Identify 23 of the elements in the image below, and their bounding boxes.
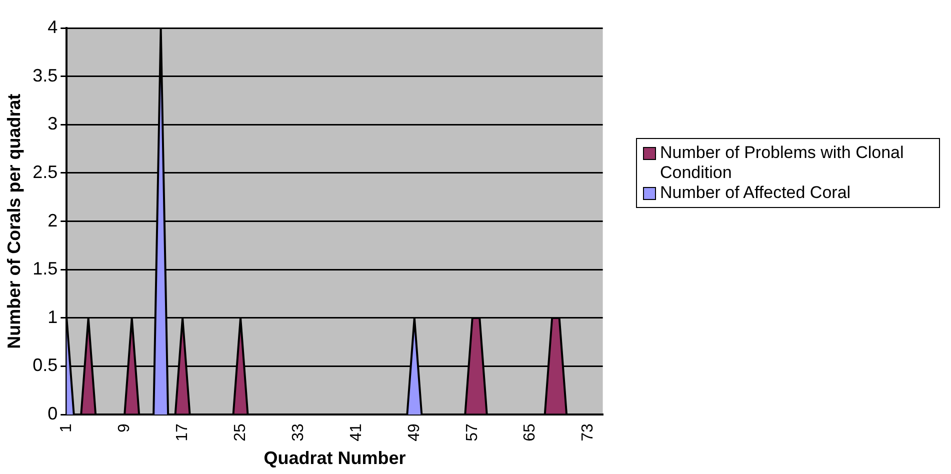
x-tick-label: 73 — [580, 424, 597, 442]
y-tick-label: 1 — [48, 306, 58, 327]
x-tick-label: 33 — [290, 424, 307, 442]
x-tick-label: 17 — [174, 424, 191, 442]
x-axis-title: Quadrat Number — [264, 448, 406, 468]
x-tick-label: 1 — [58, 424, 76, 433]
x-tick-label: 41 — [348, 424, 365, 442]
y-tick-label: 0 — [48, 404, 58, 424]
y-axis-title: Number of Corals per quadrat — [4, 94, 24, 349]
y-tick-label: 2 — [48, 210, 58, 230]
legend-label: Number of Problems with Clonal Condition — [660, 143, 905, 183]
y-tick-label: 0.5 — [32, 355, 58, 376]
y-tick-label: 3.5 — [32, 65, 58, 86]
y-tick-label: 2.5 — [32, 162, 58, 182]
x-tick-label: 9 — [116, 424, 133, 433]
y-tick-label: 3 — [48, 114, 58, 134]
y-tick-label: 1.5 — [32, 258, 58, 279]
x-tick-label: 65 — [522, 424, 539, 442]
legend-label: Number of Affected Coral — [660, 183, 851, 203]
x-tick-label: 49 — [406, 424, 423, 442]
y-tick-label: 4 — [48, 16, 58, 37]
x-tick-label: 57 — [464, 424, 481, 442]
x-tick-label: 25 — [232, 424, 249, 442]
